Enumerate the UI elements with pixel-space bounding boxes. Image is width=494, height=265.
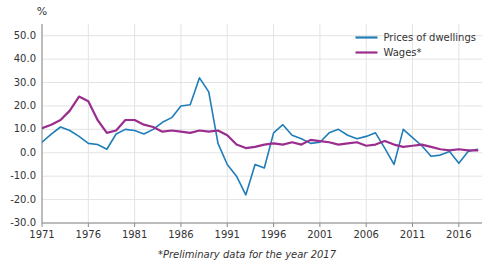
y-tick-label: 40.0 [14,53,36,64]
grid [42,24,482,223]
series-group [42,78,477,195]
x-tick-label: 2001 [307,229,332,240]
x-tick [458,223,459,227]
x-grid-line [134,24,135,223]
y-grid-line [42,82,482,83]
y-grid-line [42,199,482,200]
axes: -30.0 -20.0 -10.0 0.0 10.0 20.0 30.0 40.0 50.0 19… [10,24,482,240]
y-grid-line [42,59,482,60]
y-grid-line [42,152,482,153]
x-tick [366,223,367,227]
x-grid-line [458,24,459,223]
x-tick-label: 1976 [76,229,101,240]
x-grid-line [273,24,274,223]
y-tick-label: 0.0 [20,147,36,158]
x-grid-line [88,24,89,223]
legend-swatch [355,51,377,53]
x-tick-label: 2006 [353,229,378,240]
y-tick-label: 20.0 [14,100,36,111]
chart: -30.0 -20.0 -10.0 0.0 10.0 20.0 30.0 40.0 50.0 19… [0,0,494,265]
y-tick-label: 50.0 [14,30,36,41]
y-tick-label: -10.0 [10,170,36,181]
y-tick-label: -30.0 [10,217,36,228]
x-tick-label: 1996 [261,229,286,240]
x-tick [319,223,320,227]
y-grid-line [42,105,482,106]
legend-label: Wages* [383,47,421,58]
footnote: *Preliminary data for the year 2017 [158,249,337,260]
x-grid-line [42,24,43,223]
y-grid-line [42,176,482,177]
x-tick-label: 2011 [400,229,425,240]
x-axis-line [42,223,482,224]
series-line [42,78,477,195]
y-tick-label: 30.0 [14,77,36,88]
x-tick [134,223,135,227]
x-tick-label: 2016 [446,229,471,240]
x-tick [88,223,89,227]
x-grid-line [180,24,181,223]
y-axis-label: % [37,5,47,18]
y-axis-line [42,24,43,223]
x-tick [412,223,413,227]
series-line [42,97,477,151]
x-tick [180,223,181,227]
y-grid-line [42,129,482,130]
legend-label: Prices of dwellings [383,32,476,43]
x-tick [227,223,228,227]
x-grid-line [227,24,228,223]
x-tick-label: 1986 [168,229,193,240]
x-tick-label: 1991 [215,229,240,240]
x-tick-label: 1981 [122,229,147,240]
x-tick-label: 1971 [29,229,54,240]
x-grid-line [366,24,367,223]
legend-swatch [355,36,377,38]
y-grid-line [42,223,482,224]
y-tick-label: -20.0 [10,194,36,205]
legend: Prices of dwellings Wages* [355,32,476,58]
x-tick [42,223,43,227]
y-tick-label: 10.0 [14,123,36,134]
x-tick [273,223,274,227]
x-grid-line [319,24,320,223]
